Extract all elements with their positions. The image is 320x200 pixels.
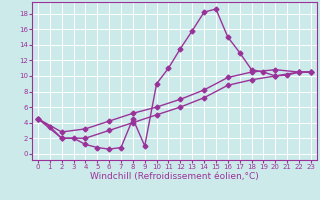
X-axis label: Windchill (Refroidissement éolien,°C): Windchill (Refroidissement éolien,°C) [90, 172, 259, 181]
